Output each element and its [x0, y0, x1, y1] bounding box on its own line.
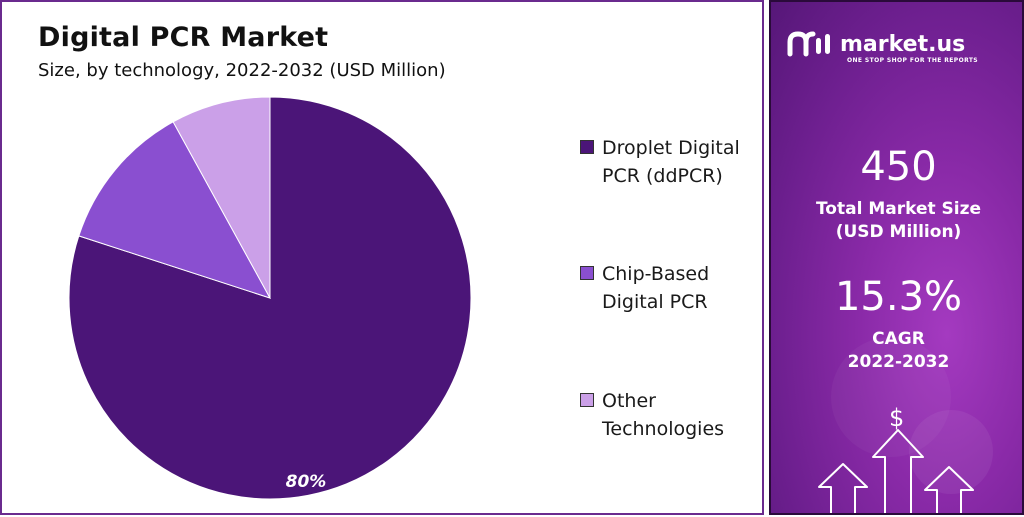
legend-swatch [580, 393, 594, 407]
coin-shape [909, 410, 993, 494]
chart-subtitle: Size, by technology, 2022-2032 (USD Mill… [38, 60, 446, 81]
cagr-label-line: CAGR [872, 329, 925, 349]
legend-line: Other [602, 390, 656, 412]
legend-swatch [580, 140, 594, 154]
decorative-arrows [818, 337, 993, 513]
cagr-label-line: 2022-2032 [847, 352, 950, 372]
brand-name: market.us [840, 31, 966, 57]
pie-chart: 80% [68, 96, 472, 500]
legend-line: PCR (ddPCR) [602, 165, 723, 187]
arrow-up-icon [924, 466, 974, 513]
arrow-up-icon [872, 429, 924, 513]
legend-line: Droplet Digital [602, 137, 740, 159]
coin-shape [831, 337, 951, 457]
legend-item-other: Other Technologies [580, 387, 762, 443]
chart-panel: Digital PCR Market Size, by technology, … [0, 0, 764, 515]
market-size-label: Total Market Size (USD Million) [771, 198, 1022, 244]
legend-item-chip-based: Chip-Based Digital PCR [580, 260, 762, 316]
market-size-label-line: (USD Million) [835, 222, 962, 242]
cagr-label: CAGR 2022-2032 [771, 328, 1022, 374]
dollar-icon: $ [889, 404, 905, 432]
cagr-value: 15.3% [834, 274, 963, 320]
pie-data-label: 80% [286, 472, 327, 492]
market-size-value: 450 [860, 144, 937, 190]
brand-logo: market.us [786, 30, 965, 58]
legend-item-ddpcr: Droplet Digital PCR (ddPCR) [580, 134, 762, 190]
legend-line: Digital PCR [602, 291, 708, 313]
pie-slice [172, 96, 271, 299]
legend-label: Other Technologies [602, 387, 762, 443]
legend-label: Droplet Digital PCR (ddPCR) [602, 134, 762, 190]
legend-line: Chip-Based [602, 263, 710, 285]
legend-swatch [580, 266, 594, 280]
chart-title: Digital PCR Market [38, 22, 329, 53]
legend-line: Technologies [602, 418, 725, 440]
brand-tagline: ONE STOP SHOP FOR THE REPORTS [847, 57, 979, 64]
pie-slice [78, 121, 272, 299]
summary-panel: market.us ONE STOP SHOP FOR THE REPORTS … [769, 0, 1024, 515]
legend-label: Chip-Based Digital PCR [602, 260, 762, 316]
arrow-up-icon [818, 463, 868, 513]
market-size-label-line: Total Market Size [815, 199, 982, 219]
market-us-logo-icon [787, 31, 830, 57]
